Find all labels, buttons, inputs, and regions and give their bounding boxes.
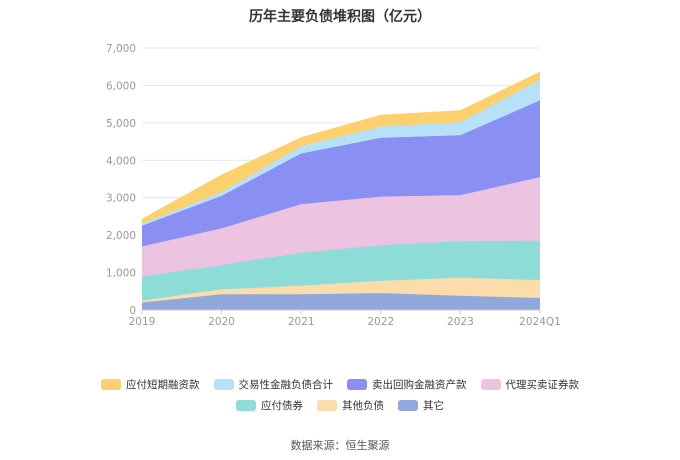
x-tick-label: 2020 bbox=[208, 316, 235, 328]
legend-item-agency-securities[interactable]: 代理买卖证券款 bbox=[480, 377, 580, 392]
legend-swatch bbox=[101, 379, 121, 390]
y-tick-label: 0 bbox=[129, 305, 136, 317]
series-line bbox=[141, 99, 541, 227]
legend-item-other[interactable]: 其它 bbox=[398, 398, 444, 413]
legend: 应付短期融资款 交易性金融负债合计 卖出回购金融资产款 代理买卖证券款 应付债券… bbox=[0, 377, 680, 419]
legend-label: 其它 bbox=[423, 400, 444, 412]
y-tick-label: 4,000 bbox=[106, 155, 136, 167]
legend-item-other-liabilities[interactable]: 其他负债 bbox=[317, 398, 384, 413]
y-tick-label: 3,000 bbox=[106, 193, 136, 205]
legend-row-2: 应付债券 其他负债 其它 bbox=[0, 398, 680, 413]
area-series bbox=[142, 100, 540, 247]
axis-layer: 0 1,000 2,000 3,000 4,000 5,000 6,000 7,000 2019… bbox=[106, 43, 561, 328]
legend-label: 应付债券 bbox=[261, 400, 303, 412]
legend-item-bonds-payable[interactable]: 应付债券 bbox=[236, 398, 303, 413]
legend-swatch bbox=[317, 400, 337, 411]
area-series bbox=[142, 277, 540, 303]
x-tick-label: 2022 bbox=[367, 316, 394, 328]
x-tick-label: 2023 bbox=[447, 316, 474, 328]
y-tick-label: 6,000 bbox=[106, 80, 136, 92]
stacked-area-chart: 0 1,000 2,000 3,000 4,000 5,000 6,000 7,000 2019… bbox=[106, 43, 561, 328]
x-tick-label: 2021 bbox=[288, 316, 315, 328]
legend-swatch bbox=[398, 400, 418, 411]
x-tick-label: 2024Q1 bbox=[519, 316, 561, 328]
legend-label: 交易性金融负债合计 bbox=[238, 379, 334, 391]
chart-title: 历年主要负债堆积图（亿元） bbox=[249, 9, 431, 25]
legend-swatch bbox=[347, 379, 367, 390]
area-series bbox=[142, 293, 540, 310]
legend-label: 应付短期融资款 bbox=[126, 379, 200, 391]
y-tick-label: 2,000 bbox=[106, 230, 136, 242]
area-series bbox=[142, 177, 540, 277]
legend-label: 卖出回购金融资产款 bbox=[372, 379, 467, 391]
legend-swatch bbox=[213, 379, 234, 390]
area-layer bbox=[141, 71, 541, 310]
legend-swatch bbox=[236, 400, 256, 411]
legend-label: 代理买卖证券款 bbox=[505, 379, 580, 391]
legend-item-trading-financial-liabilities[interactable]: 交易性金融负债合计 bbox=[213, 377, 334, 392]
legend-label: 其他负债 bbox=[342, 400, 384, 412]
legend-swatch bbox=[480, 379, 501, 390]
area-series bbox=[142, 240, 540, 301]
legend-item-short-term-financing[interactable]: 应付短期融资款 bbox=[101, 377, 200, 392]
y-tick-label: 7,000 bbox=[106, 43, 136, 55]
legend-row-1: 应付短期融资款 交易性金融负债合计 卖出回购金融资产款 代理买卖证券款 bbox=[0, 377, 680, 392]
y-tick-label: 5,000 bbox=[106, 118, 136, 130]
data-source: 数据来源：恒生聚源 bbox=[290, 439, 390, 452]
y-tick-label: 1,000 bbox=[106, 268, 136, 280]
series-line bbox=[141, 71, 541, 220]
legend-item-repo[interactable]: 卖出回购金融资产款 bbox=[347, 377, 467, 392]
x-tick-label: 2019 bbox=[129, 316, 156, 328]
